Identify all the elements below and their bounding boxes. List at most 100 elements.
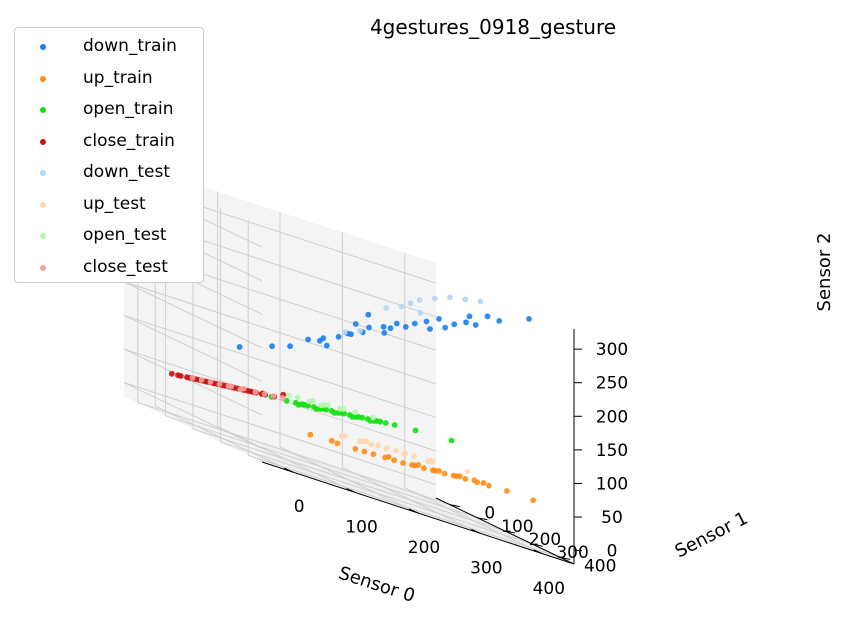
data-point-down_train (352, 321, 359, 327)
data-point-down_train (380, 323, 387, 330)
y-tick-label: 0 (484, 504, 495, 524)
data-point-up_test (368, 441, 375, 448)
x-tick-label: 100 (345, 518, 377, 538)
data-point-down_train (463, 319, 469, 326)
data-points (168, 294, 537, 504)
data-point-close_test (261, 391, 268, 397)
data-point-down_train (323, 342, 330, 349)
data-point-down_test (447, 294, 453, 301)
data-point-down_train (402, 324, 409, 330)
data-point-open_train (391, 422, 398, 428)
y-tick-label: 400 (584, 556, 616, 576)
data-point-down_test (416, 297, 423, 303)
data-point-down_train (316, 337, 323, 344)
legend-label: open_test (83, 225, 167, 245)
data-point-open_test (294, 394, 301, 401)
data-point-open_test (306, 398, 313, 405)
data-point-down_train (335, 333, 342, 340)
data-point-open_train (382, 420, 389, 426)
data-point-down_test (383, 305, 390, 311)
y-gridline-floor (137, 402, 450, 506)
data-point-up_train (436, 468, 442, 474)
data-point-down_train (366, 324, 372, 331)
y-gridline-floor (248, 454, 561, 558)
data-point-down_train (393, 320, 400, 327)
legend-marker (40, 107, 46, 113)
z-gridline-left (123, 314, 263, 382)
data-point-down_test (462, 296, 469, 303)
data-point-down_train (484, 313, 491, 320)
data-point-down_test (477, 298, 484, 305)
data-point-down_train (381, 330, 388, 336)
x-axis-label: Sensor 0 (336, 563, 418, 607)
data-point-up_test (375, 442, 382, 449)
y-tick-mark (477, 517, 488, 521)
data-point-up_test (464, 468, 471, 475)
data-point-close_test (198, 377, 205, 383)
data-point-close_test (270, 393, 277, 399)
data-point-up_test (393, 447, 400, 454)
data-point-up_test (411, 453, 418, 459)
legend-label: close_test (83, 256, 168, 277)
x-tick-label: 400 (533, 579, 565, 599)
z-gridline-back (123, 281, 437, 385)
data-point-up_test (356, 438, 363, 445)
legend-marker (40, 264, 46, 271)
z-tick-label: 100 (596, 474, 628, 494)
data-point-close_test (228, 383, 235, 390)
legend-marker (40, 44, 46, 50)
data-point-up_train (457, 473, 463, 480)
data-point-up_test (338, 432, 345, 439)
data-point-up_train (370, 451, 377, 458)
z-gridline-back (123, 314, 437, 418)
data-point-open_test (318, 402, 325, 409)
data-point-open_train (448, 437, 455, 444)
legend-marker (40, 201, 46, 208)
data-point-open_test (352, 409, 359, 416)
z-tick-label: 250 (596, 374, 628, 394)
data-point-up_train (361, 448, 368, 455)
legend-label: down_train (83, 36, 177, 56)
data-point-close_train (175, 372, 181, 379)
legend-label: down_test (83, 162, 171, 182)
data-point-open_train (412, 427, 419, 434)
z-gridline-back (123, 382, 437, 486)
legend-item-up_train: up_train (15, 64, 203, 94)
data-point-open_test (370, 414, 377, 421)
z-tick-label: 300 (596, 340, 628, 360)
x-tick-label: 300 (470, 558, 502, 578)
y-tick-mark (504, 530, 516, 534)
data-point-up_test (383, 445, 390, 452)
z-tick-label: 0 (607, 542, 618, 562)
data-point-down_train (423, 318, 430, 325)
data-point-up_train (486, 482, 492, 489)
data-point-close_test (252, 389, 259, 395)
y-tick-label: 200 (529, 530, 561, 550)
data-point-up_train (307, 431, 314, 438)
data-point-open_train (331, 410, 338, 416)
data-point-up_train (421, 465, 427, 472)
data-point-close_train (247, 388, 253, 395)
chart-title: 4gestures_0918_gesture (370, 15, 616, 39)
data-point-down_train (348, 331, 354, 338)
data-point-up_train (480, 480, 487, 486)
data-point-up_train (415, 462, 422, 468)
data-point-close_test (237, 386, 244, 393)
data-point-up_train (504, 488, 510, 494)
data-point-open_train (323, 406, 330, 413)
legend-item-close_test: close_test (15, 253, 203, 283)
legend: down_train up_train open_train close_train d… (14, 27, 204, 283)
x-tick-mark (408, 508, 419, 514)
data-point-open_train (341, 410, 348, 417)
y-tick-mark (532, 543, 543, 547)
data-point-down_train (466, 313, 473, 320)
tick-labels: 0100200300400010020030040005010015020025… (294, 340, 628, 599)
y-tick-label: 100 (501, 517, 533, 537)
x-tick-label: 0 (294, 497, 305, 517)
data-point-up_test (425, 458, 431, 465)
legend-label: up_test (83, 193, 146, 214)
z-tick-label: 200 (596, 407, 628, 427)
data-point-open_train (377, 418, 384, 425)
y-gridline-floor (220, 441, 533, 545)
y-tick-mark (560, 556, 571, 560)
